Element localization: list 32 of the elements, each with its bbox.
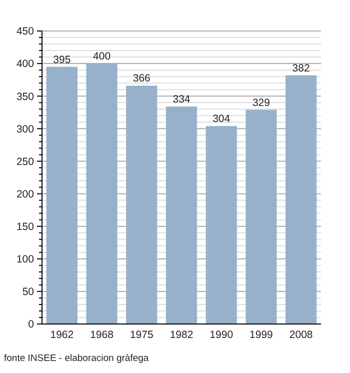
x-tick-label: 1975 — [130, 329, 154, 341]
y-tick-label: 450 — [16, 26, 34, 38]
source-note: fonte INSEE - elaboracion gràfega — [4, 353, 150, 364]
bar — [46, 66, 78, 324]
x-tick-label: 1990 — [210, 329, 234, 341]
data-label: 366 — [132, 72, 151, 85]
data-label: 382 — [292, 62, 310, 74]
y-tick-label: 350 — [16, 90, 34, 103]
data-label: 329 — [252, 96, 270, 109]
bar — [86, 64, 118, 324]
x-tick-label: 1968 — [90, 329, 114, 341]
bar — [246, 110, 277, 324]
y-tick-label: 300 — [16, 123, 34, 136]
y-tick-label: 200 — [16, 188, 34, 200]
y-tick-label: 150 — [16, 221, 34, 234]
bar — [206, 126, 237, 324]
x-tick-label: 1962 — [50, 329, 74, 341]
x-tick-label: 2008 — [289, 329, 313, 341]
x-tick-label: 1999 — [250, 329, 274, 341]
data-label: 334 — [172, 94, 190, 106]
data-label: 395 — [53, 54, 71, 66]
y-tick-label: 0 — [28, 318, 34, 331]
x-tick-label: 1982 — [170, 329, 194, 341]
y-tick-label: 400 — [16, 58, 34, 70]
y-tick-label: 250 — [16, 156, 34, 168]
data-label: 400 — [93, 50, 111, 63]
bar — [286, 75, 317, 324]
y-tick-label: 50 — [22, 286, 34, 298]
data-label: 304 — [212, 113, 230, 126]
bar — [166, 106, 198, 324]
y-tick-label: 100 — [16, 254, 34, 266]
bar — [126, 86, 158, 324]
